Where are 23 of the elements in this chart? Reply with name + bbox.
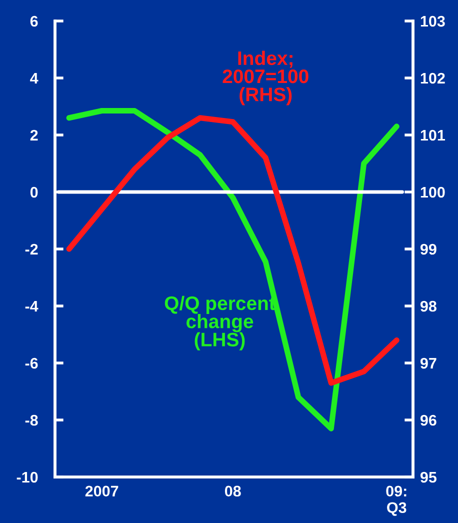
y2-tick-label: 97 (420, 358, 436, 369)
y2-tick-label: 102 (420, 72, 445, 84)
y-tick-label: -8 (25, 414, 38, 426)
y2-tick-label: 98 (420, 300, 436, 312)
y2-tick-label: 99 (420, 244, 436, 255)
y2-tick-label: 96 (420, 414, 436, 426)
y-tick-label: -2 (25, 244, 38, 255)
series-label: Index; 2007=100 (RHS) (222, 50, 308, 106)
y-tick-label: 0 (30, 186, 38, 198)
y2-tick-label: 100 (420, 186, 445, 198)
y-tick-label: 4 (30, 73, 38, 84)
y2-tick-label: 95 (420, 472, 437, 483)
x-tick-label: 09: Q3 (386, 486, 406, 516)
y-tick-label: -6 (25, 358, 38, 369)
series-label: Q/Q percent change (LHS) (164, 296, 276, 350)
y2-tick-label: 103 (420, 16, 445, 27)
x-tick-label: 2007 (85, 486, 118, 497)
y-tick-label: 6 (30, 16, 38, 27)
y2-tick-label: 101 (420, 130, 446, 141)
y-tick-label: -10 (16, 472, 38, 483)
y-tick-label: 2 (30, 130, 38, 141)
y-tick-label: -4 (25, 301, 38, 312)
x-tick-label: 08 (224, 486, 241, 497)
